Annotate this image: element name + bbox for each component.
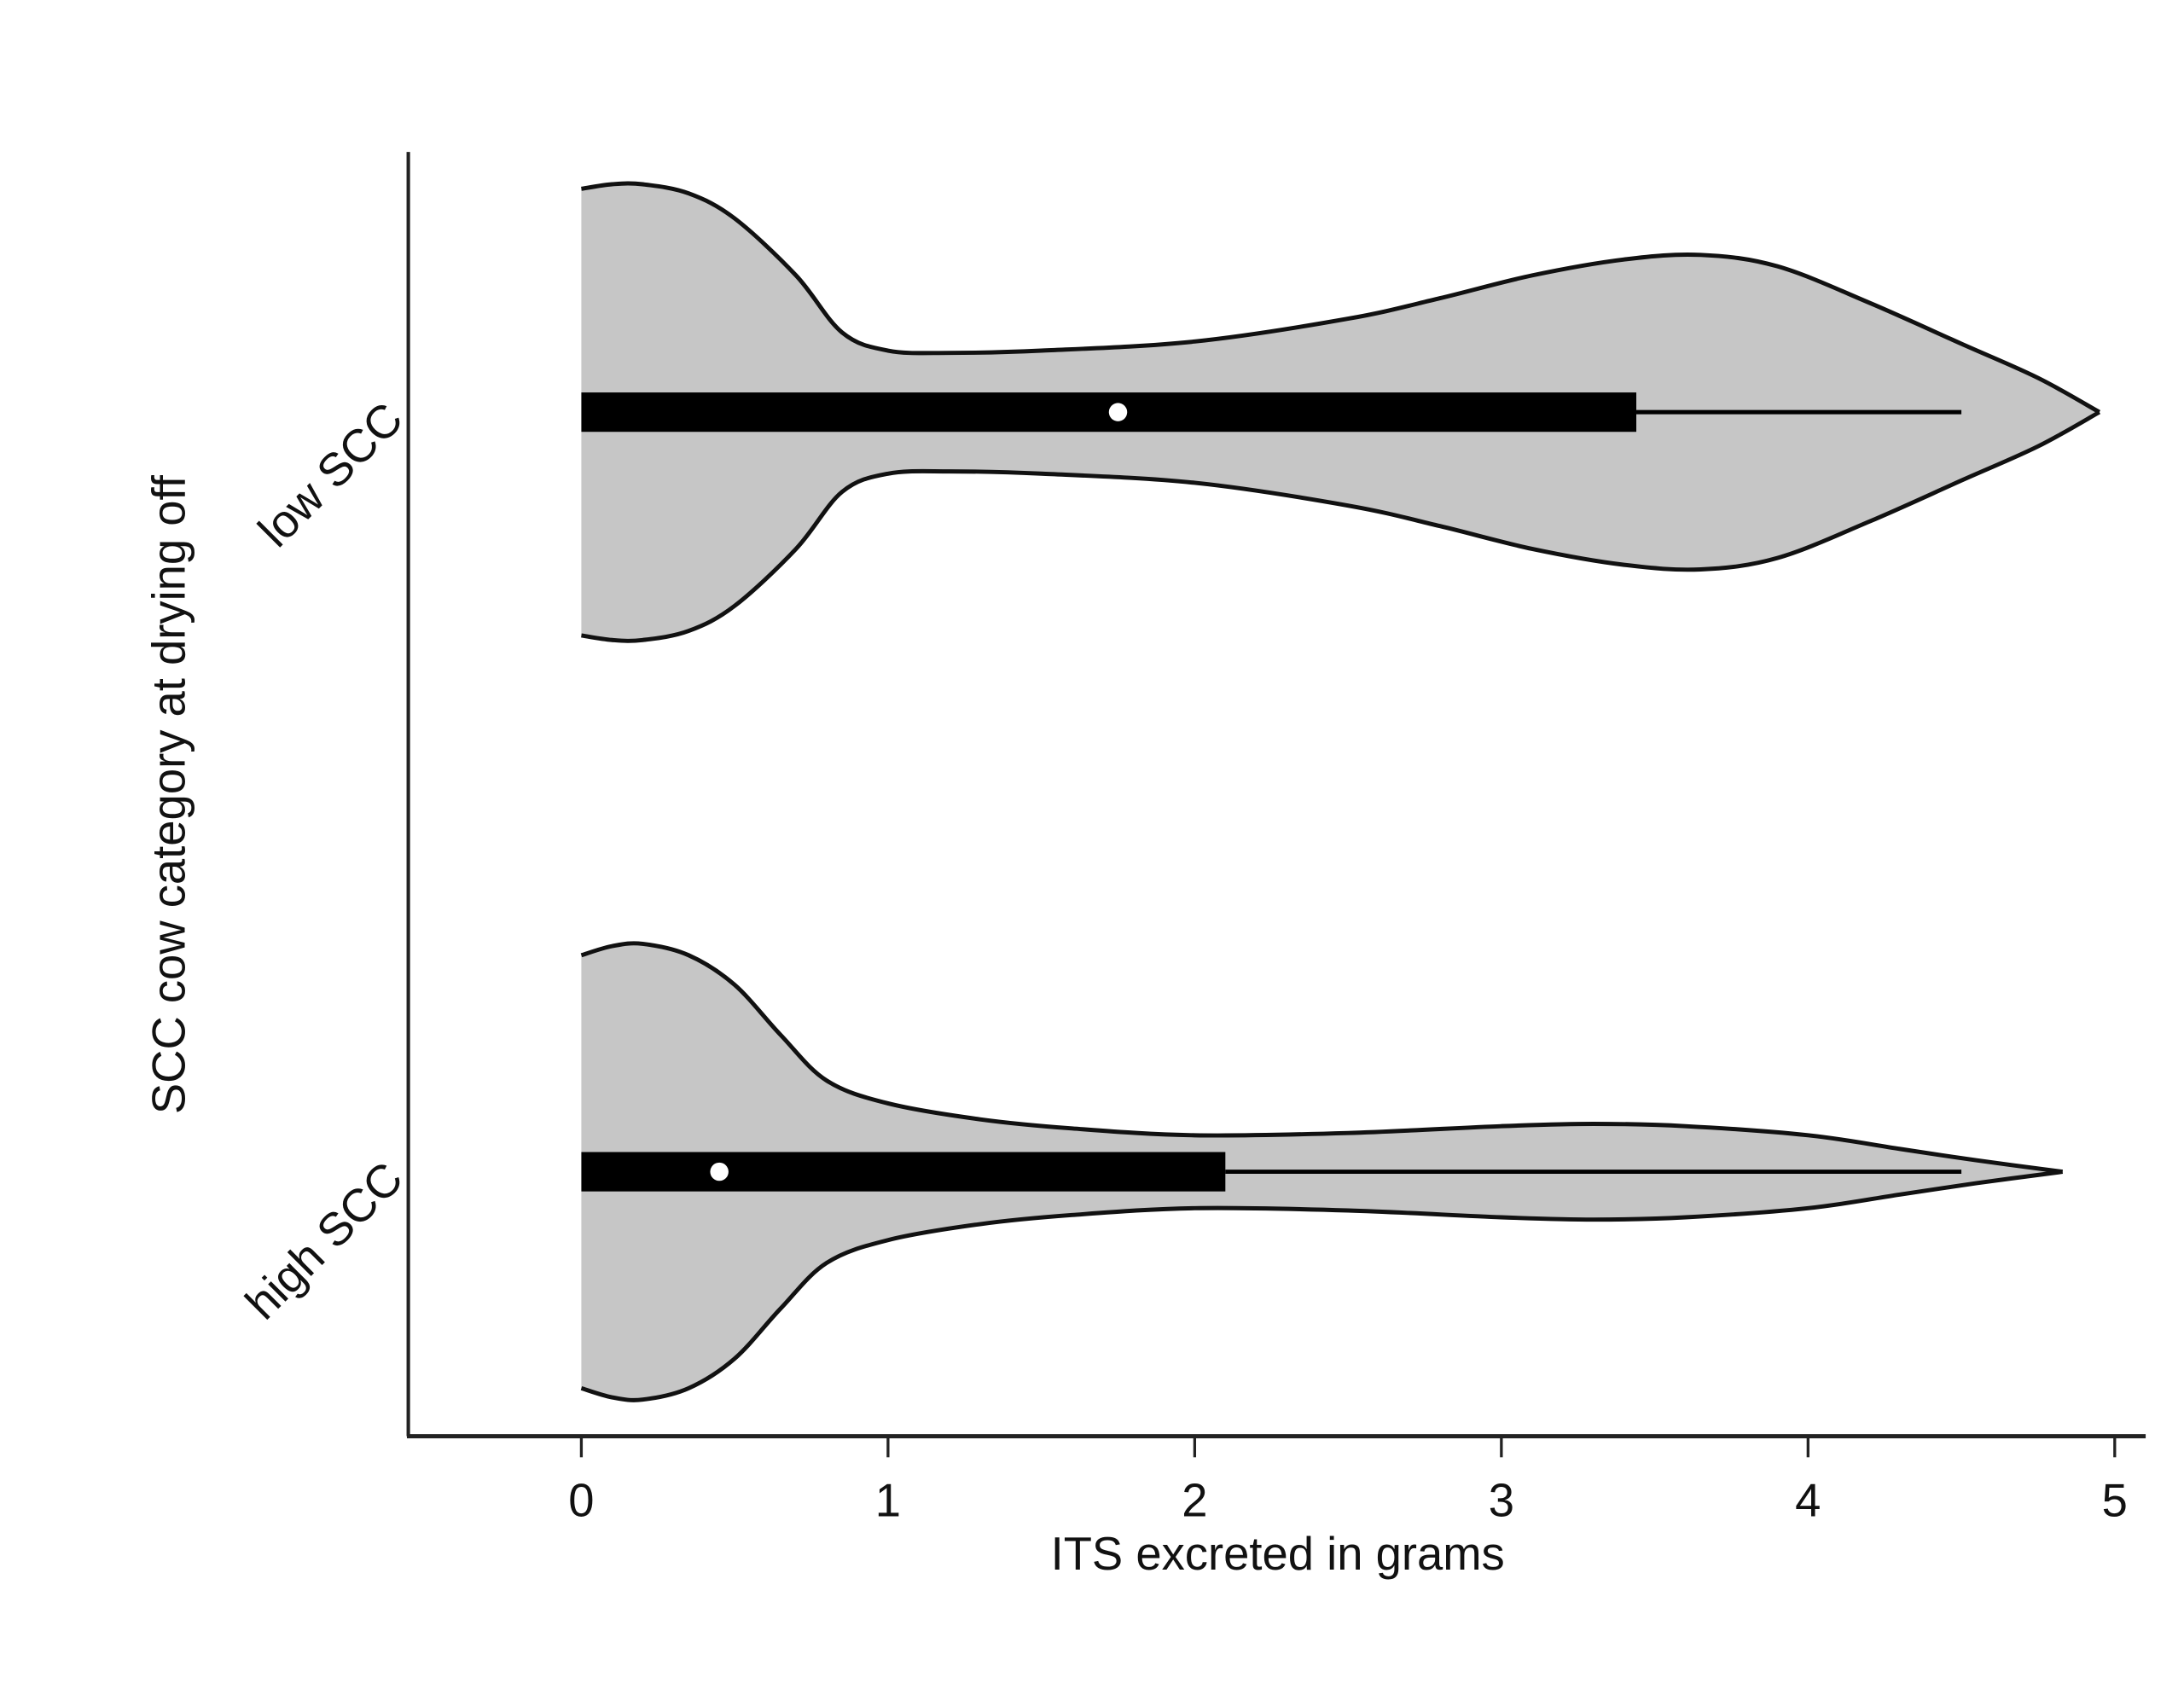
violin-outline-bottom [580,1170,2064,1402]
y-axis-label: SCC cow category at drying off [142,474,195,1114]
violin-high-scc [580,941,2064,1402]
violin-outline-top [581,181,2101,415]
category-label-low-scc: low SCC [248,392,413,557]
violins [580,181,2101,1402]
violin-outline-bottom [581,409,2101,643]
violin-low-scc [581,181,2101,643]
median-marker [1108,403,1128,421]
x-ticks: 0 1 2 3 4 5 [568,1436,2128,1527]
x-tick-label: 4 [1795,1475,1821,1527]
x-tick-label: 5 [2102,1475,2128,1527]
violin-outline-top [580,941,2064,1175]
x-tick-label: 2 [1182,1475,1207,1527]
category-label-high-scc: high SCC [235,1152,413,1329]
x-tick-label: 1 [875,1475,901,1527]
iqr-box [581,1152,1226,1192]
x-axis-label: ITS excreted in grams [1051,1528,1505,1580]
median-marker [710,1162,729,1181]
x-tick-label: 3 [1489,1475,1514,1527]
iqr-box [581,392,1637,432]
x-tick-label: 0 [568,1475,594,1527]
